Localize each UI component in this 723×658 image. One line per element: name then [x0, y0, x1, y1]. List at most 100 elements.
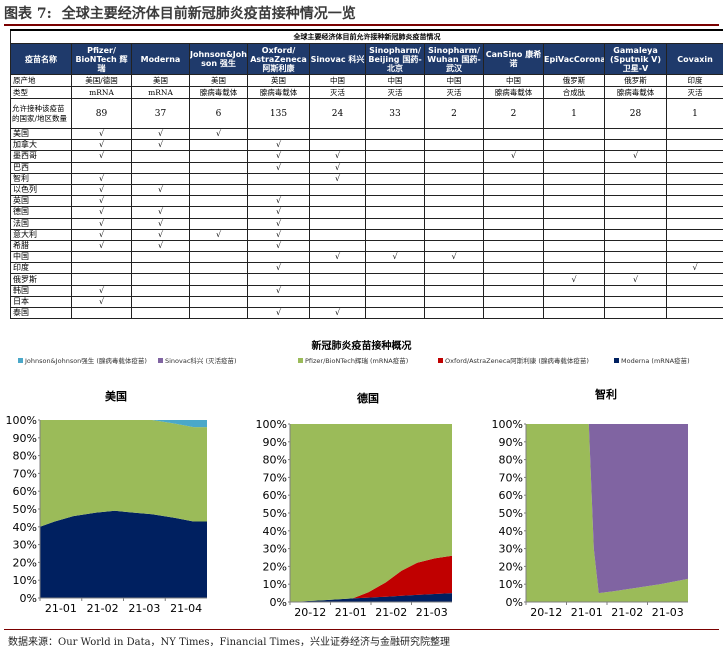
type-row-cell: 灭活	[309, 86, 366, 99]
empty-cell	[604, 295, 667, 309]
x-tick-label: 21-04	[170, 602, 202, 615]
table-row: 英国 √ √	[10, 195, 723, 208]
y-tick-label: 80%	[13, 450, 37, 463]
country-label: 墨西哥	[10, 150, 72, 163]
empty-cell	[247, 172, 310, 185]
empty-cell	[424, 127, 484, 141]
empty-cell	[543, 150, 605, 163]
area-series	[40, 510, 207, 598]
y-tick-label: 80%	[263, 454, 287, 467]
check-mark-cell: √	[247, 206, 310, 219]
y-tick-label: 0%	[506, 596, 523, 609]
y-tick-label: 50%	[13, 503, 37, 516]
check-mark-cell: √	[604, 150, 667, 163]
empty-cell	[189, 161, 248, 174]
table-caption: 全球主要经济体目前允许接种新冠肺炎疫苗情况	[9, 29, 723, 44]
empty-cell	[131, 273, 190, 286]
country-label: 希腊	[10, 239, 72, 253]
stacked-area-chart: 德国 0% 10% 20% 30% 40% 50% 60% 70% 80% 90% 100% 20-12…	[256, 391, 452, 619]
empty-cell	[424, 161, 484, 174]
check-mark-cell: √	[247, 284, 310, 297]
origin-row-cell: 美国	[189, 74, 248, 87]
empty-cell	[665, 284, 723, 297]
empty-cell	[189, 273, 248, 286]
check-mark-cell: √	[131, 139, 190, 152]
empty-cell	[424, 284, 484, 297]
type-row-cell: 合成肽	[543, 86, 605, 99]
empty-cell	[665, 195, 723, 208]
empty-cell	[424, 195, 484, 208]
charts-section-title: 新冠肺炎疫苗接种概况	[311, 341, 412, 352]
y-tick-label: 70%	[499, 471, 523, 484]
x-tick-label: 21-03	[652, 606, 684, 619]
empty-cell	[604, 217, 667, 230]
empty-cell	[71, 262, 132, 275]
legend-label: Pfizer/BioNTech辉瑞 (mRNA疫苗)	[305, 357, 409, 365]
count-row-cell: 1	[543, 98, 605, 129]
check-mark-cell: √	[189, 127, 248, 141]
type-row-cell: 灭活	[424, 86, 484, 99]
empty-cell	[604, 195, 667, 208]
check-mark-cell: √	[131, 206, 190, 219]
check-mark-cell: √	[71, 228, 132, 241]
empty-cell	[309, 262, 366, 275]
empty-cell	[543, 239, 605, 253]
table-row: 泰国 √ √	[10, 306, 723, 320]
country-label: 日本	[10, 295, 72, 309]
type-row-cell: 腺病毒载体	[247, 86, 310, 99]
y-tick-label: 70%	[13, 467, 37, 480]
origin-row-cell: 中国	[365, 74, 425, 87]
y-tick-label: 90%	[13, 432, 37, 445]
vaccine-header: Moderna	[131, 43, 190, 75]
empty-cell	[309, 284, 366, 297]
legend-label: Moderna (mRNA疫苗)	[621, 357, 690, 365]
origin-row: 原产地 美国/德国 美国 美国 英国 中国 中国 中国 中国 俄罗斯 俄罗斯 印度	[10, 74, 723, 87]
empty-cell	[365, 295, 425, 309]
check-mark-cell: √	[424, 251, 484, 264]
y-tick-label: 30%	[263, 543, 287, 556]
table-row: 印度 √ √	[10, 262, 723, 275]
legend-swatch	[298, 357, 303, 363]
empty-cell	[665, 228, 723, 241]
table-row: 以色列 √ √	[10, 183, 723, 197]
source-rule	[4, 629, 719, 630]
y-tick-label: 70%	[263, 471, 287, 484]
empty-cell	[309, 127, 366, 141]
y-tick-label: 10%	[13, 574, 37, 587]
empty-cell	[543, 284, 605, 297]
legend-label: Sinovac科兴 (灭活疫苗)	[165, 357, 237, 365]
empty-cell	[483, 295, 544, 309]
area-series	[40, 420, 207, 527]
vaccine-header: Johnson&John son 强生	[189, 43, 248, 75]
origin-row-label: 原产地	[10, 74, 72, 87]
legend-swatch	[614, 357, 619, 363]
vaccine-table: 全球主要经济体目前允许接种新冠肺炎疫苗情况 疫苗名称 Pfizer/ BioNTec…	[9, 29, 723, 320]
empty-cell	[131, 172, 190, 185]
empty-cell	[543, 306, 605, 320]
legend-label: Johnson&Johnson强生 (腺病毒载体疫苗)	[25, 357, 147, 365]
count-row-cell: 28	[604, 98, 667, 129]
y-tick-label: 10%	[263, 578, 287, 591]
y-tick-label: 100%	[6, 414, 37, 427]
x-tick-label: 21-01	[45, 602, 77, 615]
empty-cell	[189, 150, 248, 163]
empty-cell	[309, 206, 366, 219]
empty-cell	[483, 262, 544, 275]
table-row: 加拿大 √ √ √	[10, 139, 723, 152]
country-label: 英国	[10, 195, 72, 208]
empty-cell	[424, 239, 484, 253]
check-mark-cell: √	[309, 251, 366, 264]
x-tick-label: 21-02	[87, 602, 119, 615]
empty-cell	[483, 306, 544, 320]
type-row-cell: mRNA	[71, 86, 132, 99]
empty-cell	[71, 251, 132, 264]
table-row: 韩国 √ √	[10, 284, 723, 297]
y-tick-label: 60%	[499, 489, 523, 502]
empty-cell	[665, 217, 723, 230]
empty-cell	[483, 239, 544, 253]
legend-item: Oxford/AstraZeneca阿斯利康 (腺病毒载体疫苗)	[438, 355, 589, 365]
empty-cell	[365, 139, 425, 152]
country-label: 法国	[10, 217, 72, 230]
empty-cell	[604, 251, 667, 264]
count-row-cell: 2	[424, 98, 484, 129]
